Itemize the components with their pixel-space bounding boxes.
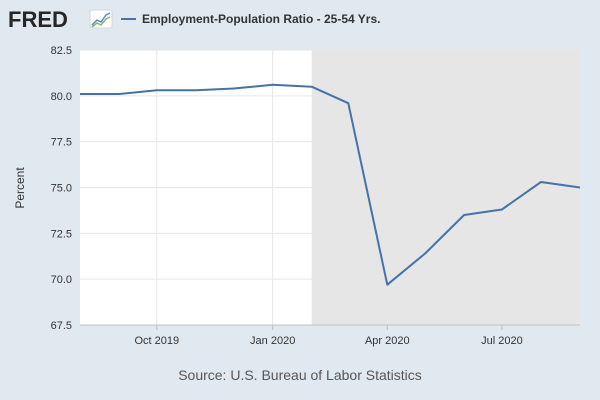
data-point[interactable]	[117, 92, 122, 97]
legend: Employment-Population Ratio - 25-54 Yrs.	[121, 12, 381, 26]
data-point[interactable]	[578, 185, 583, 190]
data-point[interactable]	[270, 82, 275, 87]
data-point[interactable]	[154, 88, 159, 93]
data-point[interactable]	[231, 86, 236, 91]
data-point[interactable]	[78, 92, 83, 97]
data-point[interactable]	[346, 101, 351, 106]
x-tick-label: Jan 2020	[250, 335, 295, 347]
data-point[interactable]	[538, 180, 543, 185]
legend-label-series-1: Employment-Population Ratio - 25-54 Yrs.	[142, 12, 381, 26]
y-axis-label: Percent	[13, 167, 27, 209]
y-tick-label: 80.0	[51, 91, 72, 103]
data-point[interactable]	[193, 88, 198, 93]
y-axis-ticks: 82.5 80.0 77.5 75.0 72.5 70.0 67.5	[51, 45, 72, 332]
line-chart-icon	[89, 9, 113, 29]
source-note: Source: U.S. Bureau of Labor Statistics	[178, 367, 422, 383]
x-tick-label: Jul 2020	[481, 335, 523, 347]
x-tick-label: Oct 2019	[135, 335, 180, 347]
fred-logo-text: FRED	[8, 7, 68, 32]
y-tick-label: 77.5	[51, 137, 72, 149]
y-tick-label: 72.5	[51, 228, 72, 240]
data-point[interactable]	[309, 84, 314, 89]
y-tick-label: 70.0	[51, 274, 72, 286]
series-line-1[interactable]	[80, 83, 581, 286]
data-point[interactable]	[462, 213, 467, 218]
data-point[interactable]	[499, 207, 504, 212]
data-point[interactable]	[385, 282, 390, 287]
data-point[interactable]	[423, 251, 428, 256]
y-tick-label: 82.5	[51, 45, 72, 57]
y-tick-label: 75.0	[51, 183, 72, 195]
series-lines	[78, 82, 583, 287]
x-axis-ticks: Oct 2019 Jan 2020 Apr 2020 Jul 2020	[135, 325, 523, 347]
x-tick-label: Apr 2020	[365, 335, 410, 347]
y-tick-label: 67.5	[51, 320, 72, 332]
fred-logo[interactable]: FRED	[8, 7, 113, 32]
